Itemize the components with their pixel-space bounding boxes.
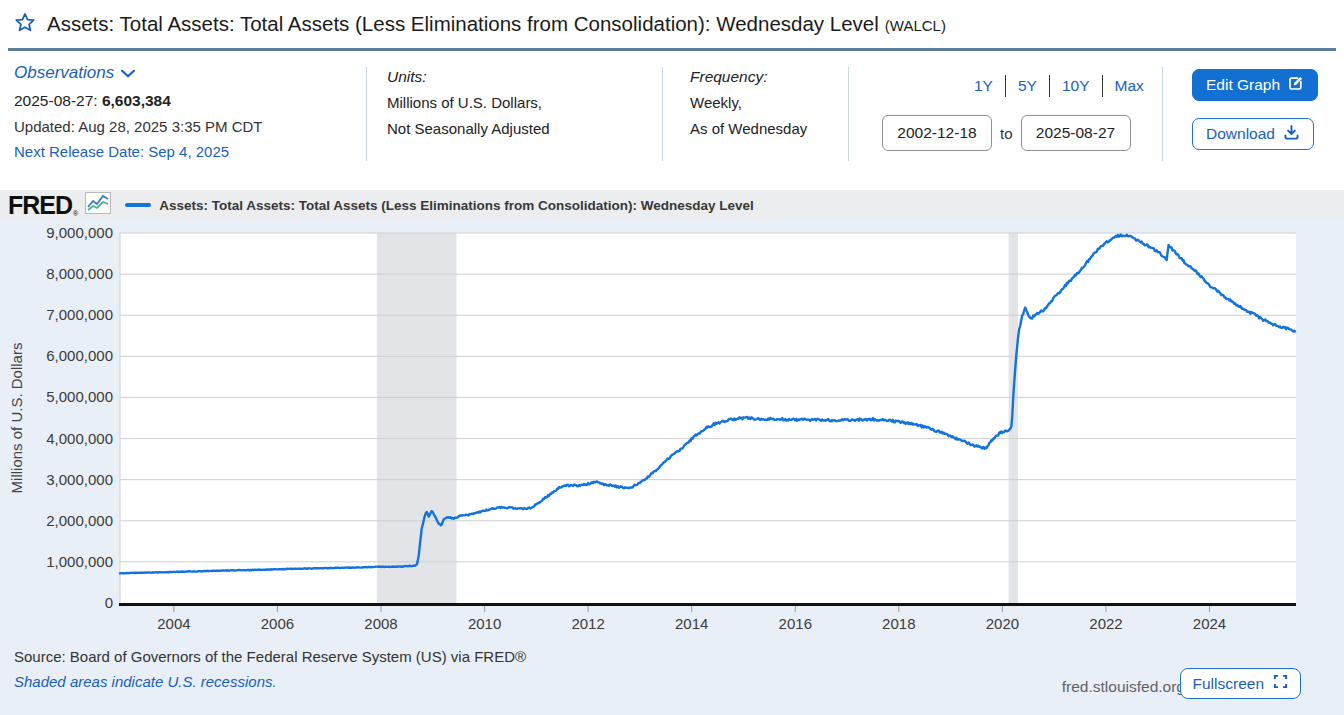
frequency-label: Frequency: [690,64,807,90]
svg-text:2024: 2024 [1193,615,1226,632]
svg-text:2004: 2004 [157,615,190,632]
units-line1: Millions of U.S. Dollars, [387,90,550,116]
units-label: Units: [387,64,550,90]
edit-graph-button[interactable]: Edit Graph [1192,69,1318,101]
svg-text:5,000,000: 5,000,000 [46,388,113,405]
edit-icon [1288,75,1304,95]
units-block: Units: Millions of U.S. Dollars, Not Sea… [387,64,550,142]
fullscreen-label: Fullscreen [1193,675,1265,693]
svg-text:9,000,000: 9,000,000 [46,224,113,241]
chart-section: FRED ® Assets: Total Assets: Total Asset… [0,190,1344,715]
info-divider [848,67,849,161]
date-range-controls: to [882,115,1131,151]
svg-text:0: 0 [105,594,113,611]
end-date-input[interactable] [1021,115,1131,151]
info-divider [1162,67,1163,161]
observations-dropdown[interactable]: Observations [14,63,135,83]
observations-label: Observations [14,63,114,83]
svg-text:7,000,000: 7,000,000 [46,306,113,323]
recession-note: Shaded areas indicate U.S. recessions. [14,673,277,690]
next-release-date: Next Release Date: Sep 4, 2025 [14,143,263,160]
updated-timestamp: Updated: Aug 28, 2025 3:35 PM CDT [14,118,263,135]
chart-svg[interactable]: 0 1,000,000 2,000,000 3,000,000 4,000,000 5,0… [0,220,1344,650]
download-label: Download [1206,125,1275,143]
frequency-block: Frequency: Weekly, As of Wednesday [690,64,807,142]
svg-text:2,000,000: 2,000,000 [46,512,113,529]
fred-logo-registered-mark: ® [73,210,77,217]
svg-text:3,000,000: 3,000,000 [46,471,113,488]
download-icon [1283,124,1300,145]
svg-text:2022: 2022 [1089,615,1122,632]
latest-observation-value: 6,603,384 [102,92,171,109]
chart-legend: FRED ® Assets: Total Assets: Total Asset… [0,190,1344,220]
latest-observation-date: 2025-08-27: [14,92,98,109]
range-preset-1y[interactable]: 1Y [962,75,1005,97]
chevron-down-icon [121,63,135,83]
start-date-input[interactable] [882,115,992,151]
action-buttons: Edit Graph Download [1192,69,1318,150]
info-divider [366,67,367,161]
site-url: fred.stlouisfed.org [1062,678,1185,696]
fred-logo-chart-icon [85,192,111,218]
fullscreen-button[interactable]: Fullscreen [1180,668,1302,699]
fred-series-page: Assets: Total Assets: Total Assets (Less… [0,0,1344,715]
date-range-to-label: to [1000,125,1013,142]
range-preset-10y[interactable]: 10Y [1049,75,1102,97]
fred-logo: FRED ® [8,191,77,220]
favorite-star-button[interactable] [14,12,36,37]
svg-text:6,000,000: 6,000,000 [46,347,113,364]
range-preset-5y[interactable]: 5Y [1005,75,1049,97]
frequency-line1: Weekly, [690,90,807,116]
range-preset-max[interactable]: Max [1102,75,1156,97]
svg-text:8,000,000: 8,000,000 [46,265,113,282]
svg-text:2014: 2014 [675,615,708,632]
fred-logo-text: FRED [8,191,72,220]
units-line2: Not Seasonally Adjusted [387,116,550,142]
latest-observation: 2025-08-27: 6,603,384 [14,92,263,110]
svg-text:4,000,000: 4,000,000 [46,430,113,447]
download-button[interactable]: Download [1192,118,1314,150]
svg-text:2010: 2010 [468,615,501,632]
series-header: Assets: Total Assets: Total Assets (Less… [0,0,1344,48]
svg-text:2018: 2018 [882,615,915,632]
range-presets: 1Y5Y10YMax [962,75,1156,97]
legend-line-marker [125,203,151,207]
source-note: Source: Board of Governors of the Federa… [14,648,526,665]
frequency-line2: As of Wednesday [690,116,807,142]
legend-series-label: Assets: Total Assets: Total Assets (Less… [159,198,754,213]
svg-text:2008: 2008 [364,615,397,632]
page-title: Assets: Total Assets: Total Assets (Less… [47,12,946,36]
series-id: (WALCL) [885,17,946,34]
observations-block: Observations 2025-08-27: 6,603,384 Updat… [14,63,263,160]
star-icon [14,12,36,37]
svg-text:Millions of U.S. Dollars: Millions of U.S. Dollars [8,343,25,494]
svg-text:1,000,000: 1,000,000 [46,553,113,570]
svg-text:2020: 2020 [986,615,1019,632]
fullscreen-icon [1273,674,1288,693]
info-divider [662,67,663,161]
info-bar: Observations 2025-08-27: 6,603,384 Updat… [0,51,1344,190]
series-title-text: Assets: Total Assets: Total Assets (Less… [47,12,879,36]
svg-text:2012: 2012 [571,615,604,632]
svg-text:2016: 2016 [779,615,812,632]
svg-text:2006: 2006 [261,615,294,632]
edit-graph-label: Edit Graph [1206,76,1280,94]
